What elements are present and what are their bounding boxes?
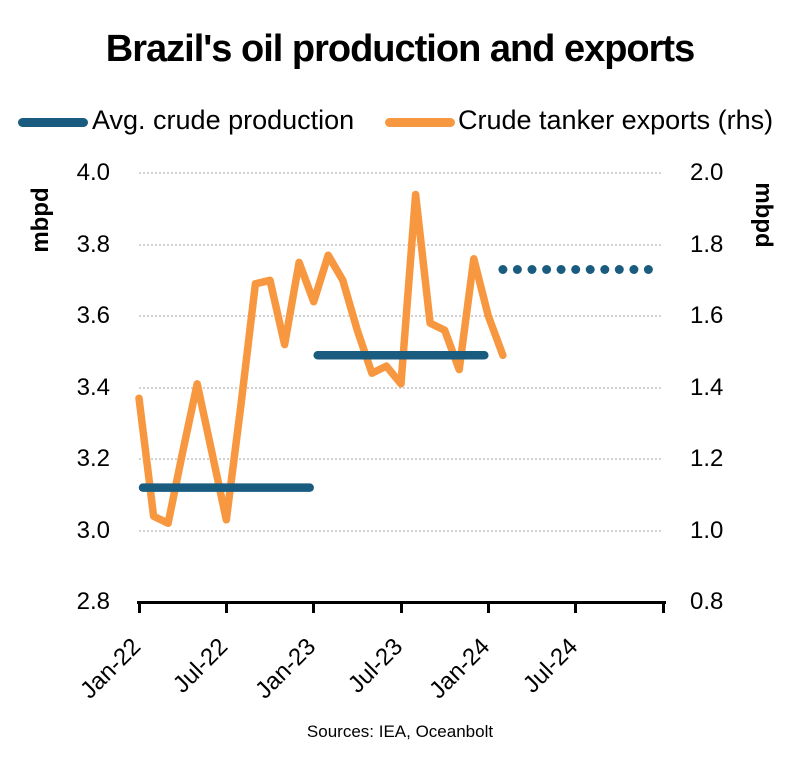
- x-axis-tick-label: Jan-24: [424, 633, 496, 705]
- production-forecast-dot: [571, 265, 581, 274]
- chart-title: Brazil's oil production and exports: [105, 28, 695, 70]
- x-axis-tick: [137, 601, 141, 613]
- x-axis-tick: [486, 601, 490, 613]
- production-forecast-dot: [556, 265, 566, 274]
- production-forecast-dot: [498, 265, 508, 274]
- right-axis-tick-label: 1.2: [690, 445, 724, 472]
- left-axis-tick-label: 3.4: [76, 373, 110, 401]
- x-axis-tick: [399, 601, 403, 613]
- x-axis-tick: [224, 601, 228, 613]
- production-forecast-dot: [512, 265, 522, 274]
- legend-swatch-exports-icon: [385, 118, 455, 127]
- left-axis-tick-label: 4.0: [76, 159, 110, 186]
- source-note: Sources: IEA, Oceanbolt: [306, 722, 494, 741]
- exports-line: [135, 190, 507, 528]
- left-axis-tick-label: 3.6: [76, 302, 110, 329]
- x-axis-tick: [661, 601, 665, 613]
- production-forecast-dot: [629, 265, 639, 274]
- legend-label-production: Avg. crude production: [92, 105, 355, 135]
- x-axis-tick-label: Jan-23: [249, 633, 321, 705]
- x-axis-tick-label: Jan-22: [75, 633, 147, 705]
- left-axis-tick-label: 2.8: [76, 588, 110, 615]
- production-forecast-dot: [527, 265, 537, 274]
- right-axis-tick-label: 1.4: [690, 373, 724, 401]
- x-axis-tick: [574, 601, 578, 613]
- production-forecast-dot: [614, 265, 624, 274]
- production-forecast-dot: [600, 265, 610, 274]
- right-axis-tick-label: 0.8: [690, 588, 724, 615]
- x-axis-tick-label: Jul-24: [517, 633, 583, 699]
- right-axis-tick-label: 1.8: [690, 230, 724, 258]
- gridline: [139, 172, 663, 174]
- gridline: [139, 458, 663, 460]
- left-axis-tick-label: 3.8: [76, 230, 110, 258]
- x-axis-tick: [312, 601, 316, 613]
- legend-swatch-production-icon: [18, 118, 88, 127]
- right-axis-tick-label: 1.6: [690, 302, 724, 329]
- production-forecast-dot: [585, 265, 595, 274]
- left-axis-tick-label: 3.0: [76, 516, 110, 544]
- gridline: [139, 529, 663, 532]
- legend-label-exports: Crude tanker exports (rhs): [458, 105, 774, 135]
- x-axis-tick-label: Jul-23: [342, 633, 409, 699]
- right-axis-tick-label: 1.0: [690, 516, 724, 544]
- production-forecast-dot: [643, 265, 653, 274]
- production-forecast-dot: [542, 265, 552, 274]
- right-axis-tick-label: 2.0: [690, 159, 724, 186]
- gridline: [139, 315, 663, 317]
- plot-area: [135, 190, 653, 528]
- left-axis-tick-label: 3.2: [76, 445, 110, 472]
- x-axis-tick-label: Jul-22: [168, 633, 234, 699]
- gridline: [139, 243, 663, 246]
